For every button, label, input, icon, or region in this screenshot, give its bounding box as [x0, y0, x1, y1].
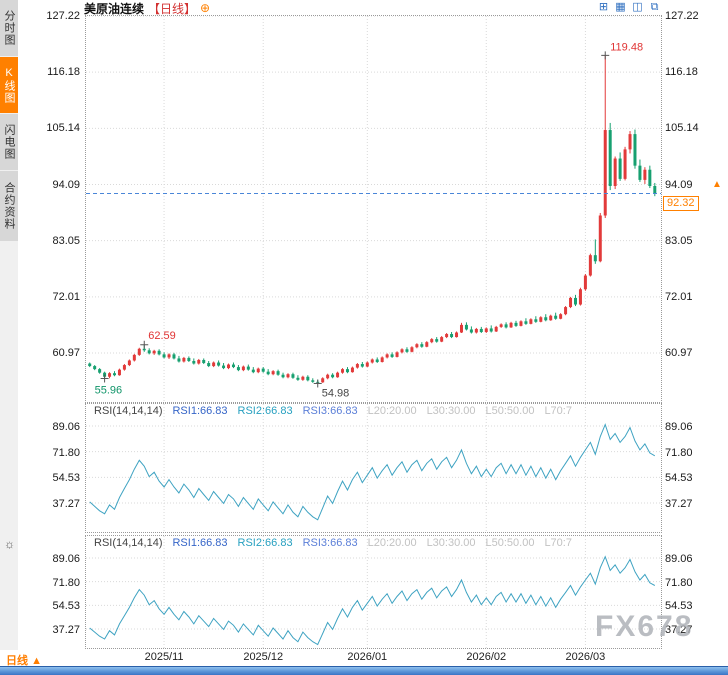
- price-axis-label-right: 72.01: [665, 290, 693, 303]
- candlestick-chart[interactable]: 119.48 62.59 55.96 54.98: [85, 15, 662, 403]
- rsi2-canvas: [86, 536, 661, 648]
- horizontal-scrollbar[interactable]: [0, 666, 728, 675]
- grid-quad-icon[interactable]: ⊞: [598, 1, 609, 13]
- chart-header: 美原油连续 【日线】 ⊕: [84, 1, 211, 16]
- rsi-axis-label-left: 37.27: [52, 498, 80, 510]
- rsi-axis-label-left: 54.53: [52, 600, 80, 613]
- watermark: FX678: [595, 610, 694, 643]
- rsi-header-item: L30:30.00: [426, 537, 476, 549]
- price-axis-label-left: 127.22: [46, 10, 80, 22]
- rsi-axis-label-right: 54.53: [665, 600, 693, 613]
- x-axis-month-label: 2026/03: [565, 651, 606, 663]
- rsi-axis-label-right: 89.06: [665, 421, 693, 433]
- split-pane-icon[interactable]: ◫: [632, 1, 643, 13]
- last-price-tag: 92.32: [663, 196, 699, 211]
- svg-text:55.96: 55.96: [95, 384, 123, 396]
- rsi-axis-label-left: 89.06: [52, 421, 80, 433]
- rsi-header-item: RSI2:66.83: [237, 537, 293, 549]
- price-axis-label-left: 105.14: [46, 122, 80, 135]
- x-axis-month-label: 2025/12: [243, 651, 284, 663]
- sidebar-item-contract-info[interactable]: 合约资料: [0, 171, 18, 241]
- rsi-axis-label-right: 37.27: [665, 498, 693, 510]
- rsi-axis-label-right: 71.80: [665, 576, 693, 589]
- price-axis-label-right: 116.18: [665, 66, 698, 79]
- period-selector-button[interactable]: 日线 ▲: [6, 652, 42, 668]
- rsi-header-item: RSI1:66.83: [172, 405, 228, 417]
- svg-text:62.59: 62.59: [148, 330, 176, 342]
- rsi1-canvas: [86, 404, 661, 532]
- rsi-axis-label-right: 37.27: [665, 624, 693, 636]
- candles-canvas: 119.48 62.59 55.96 54.98: [86, 15, 661, 402]
- chevron-up-icon: ▲: [31, 655, 42, 667]
- layout-toolbar: ⊞ ▦ ◫ ⧉: [597, 1, 661, 14]
- price-axis-label-right: 60.97: [665, 347, 693, 359]
- rsi-header: RSI(14,14,14) RSI1:66.83 RSI2:66.83 RSI3:66…: [94, 537, 572, 549]
- rsi-axis-label-left: 37.27: [52, 624, 80, 636]
- rsi-header-item: L70:7: [544, 405, 572, 417]
- price-axis-label-right: 83.05: [665, 234, 693, 247]
- rsi-header-item: RSI(14,14,14): [94, 537, 163, 549]
- rsi-header: RSI(14,14,14) RSI1:66.83 RSI2:66.83 RSI3:66…: [94, 405, 572, 417]
- sidebar-item-lightning-chart[interactable]: 闪电图: [0, 114, 18, 170]
- sidebar: 分时图 K线图 闪电图 合约资料: [0, 0, 18, 650]
- rsi-axis-label-right: 71.80: [665, 446, 693, 459]
- indicator-settings-icon[interactable]: ☼: [4, 537, 15, 551]
- rsi-header-item: L50:50.00: [485, 405, 535, 417]
- x-axis-month-label: 2026/02: [466, 651, 507, 663]
- rsi-header-item: L70:7: [544, 537, 572, 549]
- rsi-axis-label-left: 71.80: [52, 576, 80, 589]
- sidebar-item-kline-chart[interactable]: K线图: [0, 57, 18, 113]
- rsi-axis-label-left: 71.80: [52, 446, 80, 459]
- x-axis: 2025/11 2025/12 2026/01 2026/02 2026/03: [0, 650, 728, 666]
- grid-nine-icon[interactable]: ▦: [615, 1, 626, 13]
- rsi-header-item: L20:20.00: [367, 405, 417, 417]
- price-axis-label-left: 116.18: [47, 66, 80, 79]
- rsi-header-item: L30:30.00: [426, 405, 476, 417]
- rsi-header-item: RSI1:66.83: [172, 537, 228, 549]
- price-axis-label-right: 105.14: [665, 122, 699, 135]
- overlay-windows-icon[interactable]: ⧉: [650, 1, 659, 13]
- rsi-axis-label-right: 54.53: [665, 472, 693, 485]
- x-axis-month-label: 2025/11: [144, 651, 184, 663]
- rsi-axis-label-left: 89.06: [52, 553, 80, 565]
- price-axis-label-right: 127.22: [665, 10, 699, 22]
- price-axis-label-left: 83.05: [52, 234, 80, 247]
- rsi-axis-label-right: 89.06: [665, 553, 693, 565]
- period-tag: 【日线】: [148, 1, 197, 16]
- rsi-header-item: L20:20.00: [367, 537, 417, 549]
- rsi-header-item: RSI3:66.83: [302, 537, 358, 549]
- rsi-header-item: RSI3:66.83: [302, 405, 358, 417]
- rsi-header-item: L50:50.00: [485, 537, 535, 549]
- price-axis-label-left: 60.97: [52, 347, 80, 359]
- sidebar-item-time-chart[interactable]: 分时图: [0, 0, 18, 56]
- symbol-title: 美原油连续: [84, 1, 145, 16]
- svg-text:54.98: 54.98: [322, 387, 350, 399]
- rsi-axis-label-left: 54.53: [52, 472, 80, 485]
- svg-text:119.48: 119.48: [610, 41, 643, 53]
- rsi-header-item: RSI2:66.83: [237, 405, 293, 417]
- rsi-header-item: RSI(14,14,14): [94, 405, 163, 417]
- period-selector-label: 日线: [6, 655, 28, 667]
- price-axis-label-left: 72.01: [52, 290, 80, 303]
- price-up-triangle-icon: ▲: [712, 179, 722, 190]
- price-axis-label-right: 94.09: [665, 178, 693, 191]
- rsi-panel-2[interactable]: RSI(14,14,14) RSI1:66.83 RSI2:66.83 RSI3:66…: [85, 535, 662, 649]
- x-axis-month-label: 2026/01: [347, 651, 388, 663]
- price-axis-label-left: 94.09: [52, 178, 80, 191]
- add-indicator-icon[interactable]: ⊕: [200, 1, 211, 15]
- rsi-panel-1[interactable]: RSI(14,14,14) RSI1:66.83 RSI2:66.83 RSI3:66…: [85, 403, 662, 533]
